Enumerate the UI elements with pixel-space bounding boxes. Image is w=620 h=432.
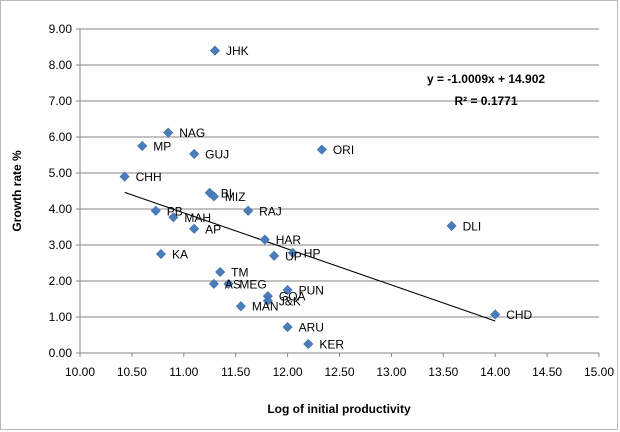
point-label: ARU: [299, 321, 324, 335]
y-tick-label: 1.00: [49, 310, 73, 324]
y-tick-label: 3.00: [49, 238, 73, 252]
data-point-man: [235, 301, 246, 312]
y-tick-label: 4.00: [49, 202, 73, 216]
grid-lines: [80, 28, 599, 318]
data-point-ap: [189, 223, 200, 234]
point-label: ORI: [333, 143, 354, 157]
y-tick-label: 8.00: [49, 58, 73, 72]
point-label: HP: [304, 246, 321, 260]
point-label: AS: [225, 277, 241, 291]
point-label: PUN: [299, 284, 324, 298]
x-tick-labels: 10.00 10.50 11.00 11.50 12.00 12.50 13.00 13.50…: [65, 353, 614, 379]
data-point-chd: [490, 309, 501, 320]
trendline-group: [124, 191, 496, 322]
y-tick-label: 0.00: [49, 346, 73, 360]
point-label: KER: [319, 338, 344, 352]
x-tick-label: 11.00: [169, 365, 198, 379]
point-label: MAN: [252, 300, 279, 314]
data-point-hp: [287, 247, 298, 258]
point-label: MEG: [239, 277, 266, 291]
data-point-dli: [446, 220, 457, 231]
point-label: GUJ: [205, 147, 229, 161]
point-label: MIZ: [225, 190, 246, 204]
data-point-chh: [119, 171, 130, 182]
point-label: BI: [221, 186, 232, 200]
y-tick-label: 9.00: [49, 22, 73, 36]
x-tick-label: 15.00: [584, 365, 614, 379]
x-tick-label: 13.00: [376, 365, 406, 379]
point-label: JHK: [226, 44, 249, 58]
point-label: AP: [205, 222, 221, 236]
x-tick-label: 12.00: [273, 365, 303, 379]
x-tick-label: 11.50: [221, 365, 250, 379]
x-tick-label: 14.00: [480, 365, 510, 379]
x-tick-label: 10.50: [117, 365, 147, 379]
data-point-mp: [137, 140, 148, 152]
data-point-pun: [282, 284, 293, 296]
data-point-tm: [215, 266, 226, 278]
point-label: KA: [172, 248, 188, 262]
point-label: TM: [231, 266, 248, 280]
point-label: RAJ: [259, 204, 282, 218]
point-label: GOA: [279, 290, 306, 304]
data-point-nag: [163, 127, 174, 138]
point-label: HAR: [276, 233, 302, 247]
data-point-mah: [168, 212, 179, 223]
data-point-ker: [303, 338, 314, 350]
x-tick-label: 12.50: [324, 365, 354, 379]
y-tick-label: 2.00: [49, 274, 73, 288]
data-point-aru: [282, 322, 293, 333]
point-label: PB: [167, 204, 183, 218]
data-point-raj: [243, 205, 254, 216]
data-point-har: [259, 234, 270, 245]
point-label: J&K: [279, 294, 301, 308]
trend-equation: y = -1.0009x + 14.902: [427, 72, 545, 86]
data-point-guj: [189, 148, 200, 159]
x-axis-title: Log of initial productivity: [267, 402, 411, 416]
point-label: NAG: [179, 126, 205, 140]
data-point-miz: [208, 191, 219, 202]
x-tick-label: 10.00: [65, 365, 95, 379]
data-point-meg: [223, 278, 234, 289]
y-axis-title: Growth rate %: [10, 150, 24, 232]
r-squared: R² = 0.1771: [454, 94, 517, 108]
point-label: CHH: [136, 170, 162, 184]
data-point-jk: [262, 295, 273, 306]
point-label: CHD: [506, 308, 532, 322]
x-tick-label: 14.50: [532, 365, 562, 379]
data-point-pb: [150, 205, 161, 216]
point-label: DLI: [463, 219, 482, 233]
point-label: UP: [285, 249, 302, 263]
y-tick-label: 7.00: [49, 94, 73, 108]
point-label: MAH: [184, 211, 211, 225]
trendline: [124, 191, 496, 322]
data-point-jhk: [209, 45, 220, 56]
y-tick-label: 6.00: [49, 130, 73, 144]
data-point-ka: [155, 248, 166, 260]
y-tick-label: 5.00: [49, 166, 73, 180]
y-tick-labels: 0.00 1.00 2.00 3.00 4.00 5.00 6.00 7.00 8.00 9.00: [49, 22, 80, 360]
data-point-as: [208, 278, 219, 289]
data-points: [119, 45, 501, 350]
point-label: MP: [153, 140, 171, 154]
x-tick-label: 13.50: [428, 365, 458, 379]
data-point-up: [269, 250, 280, 261]
data-point-ori: [316, 144, 327, 155]
